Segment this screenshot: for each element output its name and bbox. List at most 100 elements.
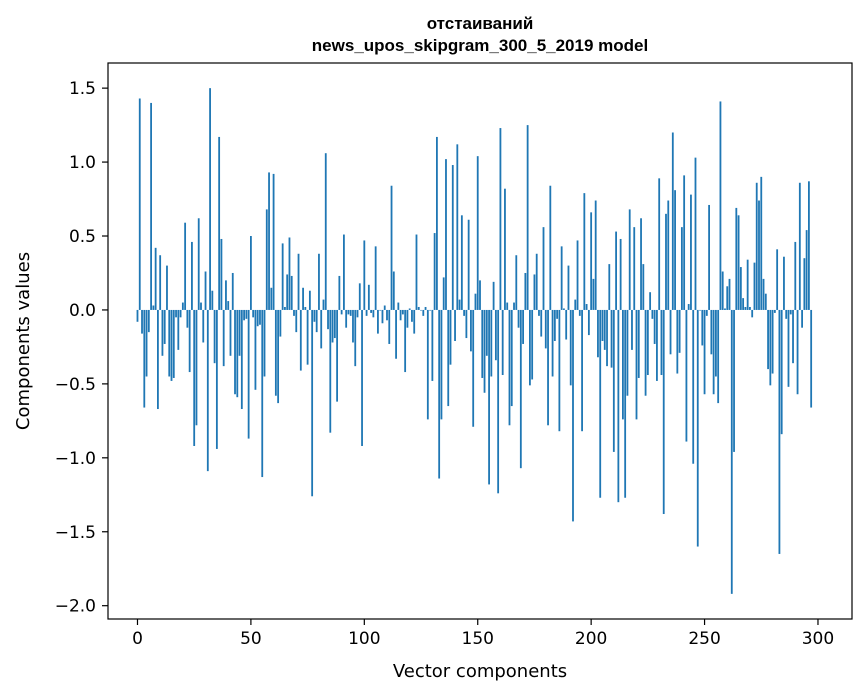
bar-component-230 xyxy=(658,178,661,310)
bar-component-94 xyxy=(349,309,352,316)
bar-component-8 xyxy=(154,247,157,310)
bar-component-6 xyxy=(150,102,152,310)
bar-component-222 xyxy=(640,218,642,310)
bar-component-53 xyxy=(256,309,259,327)
bar-component-189 xyxy=(565,309,568,340)
bar-component-288 xyxy=(789,309,792,315)
bar-component-113 xyxy=(392,271,395,310)
bar-component-144 xyxy=(463,309,466,316)
bar-component-249 xyxy=(701,309,704,346)
bar-component-293 xyxy=(801,309,803,328)
bar-component-84 xyxy=(327,309,329,330)
bar-component-263 xyxy=(733,309,735,452)
bar-component-43 xyxy=(234,309,236,395)
bar-component-289 xyxy=(792,309,794,364)
bar-component-245 xyxy=(692,309,695,464)
bar-component-283 xyxy=(778,309,781,554)
bar-component-272 xyxy=(753,262,756,310)
bar-component-27 xyxy=(197,218,200,310)
bar-component-251 xyxy=(705,309,708,316)
bar-component-47 xyxy=(243,309,245,321)
bar-component-59 xyxy=(270,287,273,310)
bar-component-239 xyxy=(678,309,681,353)
bar-component-224 xyxy=(644,309,647,396)
bar-component-92 xyxy=(345,309,348,328)
bar-component-191 xyxy=(569,309,572,386)
bar-component-103 xyxy=(370,309,373,313)
bar-component-159 xyxy=(497,309,500,494)
bar-component-108 xyxy=(381,309,384,324)
bar-component-82 xyxy=(322,299,325,310)
bar-component-146 xyxy=(467,219,470,310)
bar-component-5 xyxy=(147,309,150,333)
bar-component-154 xyxy=(485,309,488,356)
bar-component-225 xyxy=(646,309,649,376)
bar-component-50 xyxy=(250,236,252,310)
x-tick-label: 0 xyxy=(132,629,143,649)
bar-component-40 xyxy=(227,301,230,310)
bar-component-290 xyxy=(794,241,797,310)
bar-component-186 xyxy=(558,309,561,432)
bar-component-158 xyxy=(494,309,497,361)
bar-component-166 xyxy=(513,302,515,310)
x-tick-label: 50 xyxy=(240,629,262,649)
bar-component-237 xyxy=(674,190,676,310)
bar-component-101 xyxy=(365,309,368,316)
bar-component-204 xyxy=(599,309,602,498)
bar-component-297 xyxy=(810,309,813,408)
bar-component-165 xyxy=(510,309,513,407)
bar-component-58 xyxy=(268,172,270,310)
bar-component-176 xyxy=(535,253,538,310)
bar-component-201 xyxy=(592,278,595,310)
bar-component-172 xyxy=(526,125,529,310)
bar-component-11 xyxy=(161,309,164,356)
bar-component-208 xyxy=(608,264,611,310)
bar-component-116 xyxy=(399,309,402,321)
bar-component-149 xyxy=(474,293,477,310)
bar-component-125 xyxy=(420,309,422,311)
bar-component-128 xyxy=(426,309,429,420)
bar-component-7 xyxy=(152,305,155,310)
bar-component-203 xyxy=(597,309,599,358)
bar-component-253 xyxy=(710,309,713,355)
bar-component-55 xyxy=(261,309,264,478)
ticks-group: 0 50 100 150 200 250 300 −2.0 −1.5 −1.0 −0.5 0.0 0.5… xyxy=(55,79,834,649)
bar-component-205 xyxy=(601,309,604,341)
bar-component-112 xyxy=(390,185,393,310)
bar-component-164 xyxy=(508,309,511,426)
bar-component-181 xyxy=(547,309,549,426)
bar-component-15 xyxy=(170,309,173,381)
bar-component-188 xyxy=(563,308,565,310)
bar-component-180 xyxy=(544,309,547,349)
bar-component-44 xyxy=(236,309,239,398)
bar-component-115 xyxy=(397,302,400,310)
bar-component-197 xyxy=(583,193,586,310)
bar-component-232 xyxy=(662,309,665,515)
bar-component-100 xyxy=(363,240,366,310)
y-tick-label: −0.5 xyxy=(55,375,96,395)
bar-component-10 xyxy=(159,255,162,310)
bar-component-136 xyxy=(445,159,447,310)
bar-component-291 xyxy=(796,309,799,395)
bar-component-18 xyxy=(177,309,180,350)
bar-component-261 xyxy=(728,278,731,310)
bar-component-132 xyxy=(436,136,438,310)
bar-component-269 xyxy=(746,259,749,310)
bar-component-240 xyxy=(680,227,683,310)
y-tick-label: −1.5 xyxy=(55,523,96,543)
bar-component-30 xyxy=(204,271,207,310)
bar-component-69 xyxy=(293,309,295,316)
bar-component-120 xyxy=(408,308,411,310)
bar-component-213 xyxy=(619,238,622,310)
bar-component-214 xyxy=(622,309,624,420)
bar-component-153 xyxy=(483,309,486,393)
bar-component-162 xyxy=(504,188,506,310)
bar-component-268 xyxy=(744,306,747,310)
bar-component-19 xyxy=(179,309,182,318)
bar-component-96 xyxy=(354,309,357,367)
x-tick-label: 150 xyxy=(462,629,494,649)
bar-component-173 xyxy=(529,309,531,386)
bar-component-67 xyxy=(288,237,291,310)
bar-component-23 xyxy=(188,309,191,373)
